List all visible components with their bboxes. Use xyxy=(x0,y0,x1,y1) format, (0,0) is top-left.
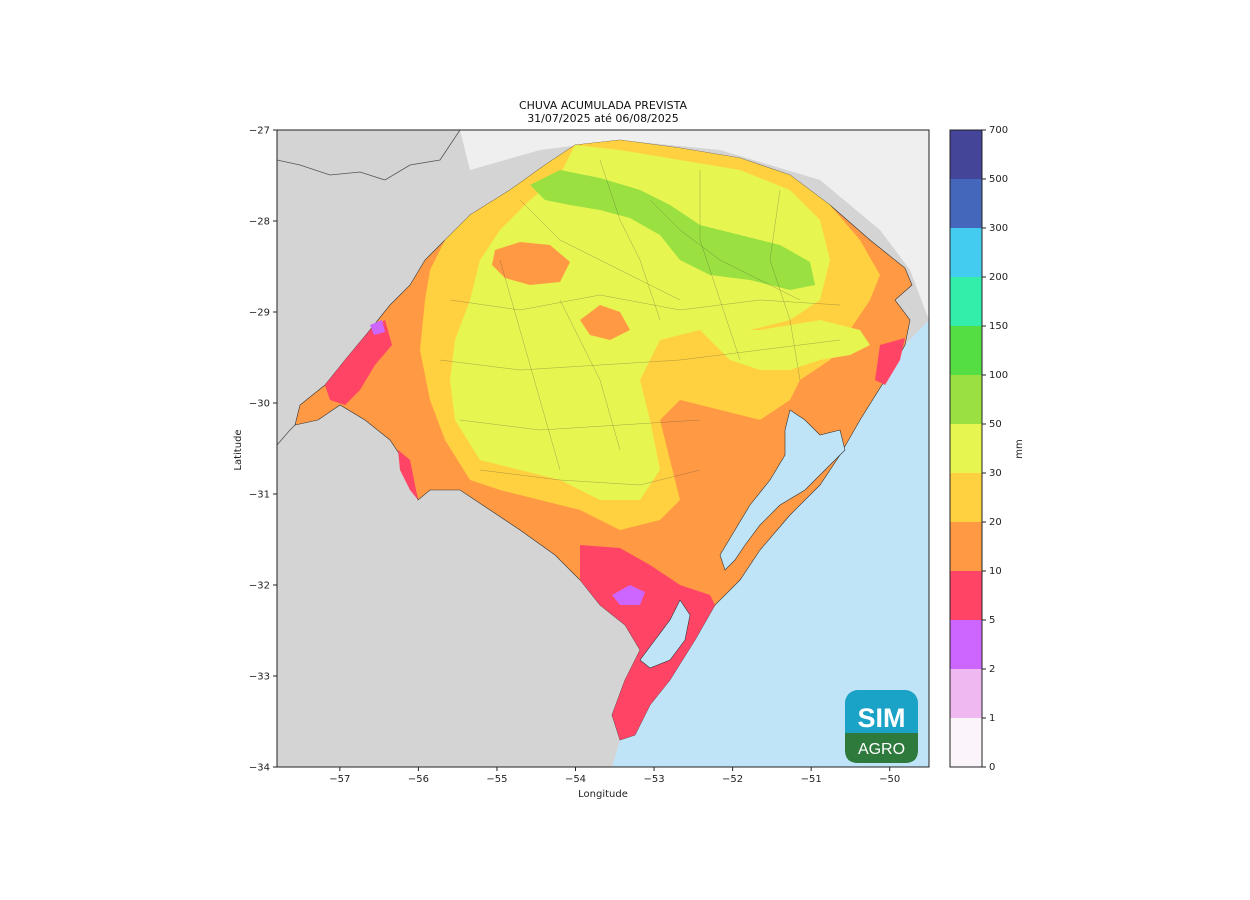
y-tick-label: −32 xyxy=(249,581,270,592)
colorbar-tick-label: 5 xyxy=(989,615,995,626)
x-axis-label: Longitude xyxy=(578,789,628,800)
zone-30-50-east xyxy=(700,320,870,370)
colorbar-tick-label: 500 xyxy=(989,174,1008,185)
border-line xyxy=(277,130,461,181)
zone-2-5-b xyxy=(370,320,385,335)
colorbar-tick-label: 50 xyxy=(989,419,1002,430)
map-title: CHUVA ACUMULADA PREVISTA xyxy=(518,99,688,112)
colorbar-segment xyxy=(950,130,982,179)
colorbar-tick-label: 150 xyxy=(989,321,1008,332)
zone-5-10-east xyxy=(875,338,905,385)
zone-5-10-south xyxy=(580,545,715,740)
y-tick-label: −29 xyxy=(249,308,270,319)
y-axis: −27 −28 −29 −30 −31 −32 −33 −34 xyxy=(249,126,277,774)
logo-badge-bottom xyxy=(845,733,918,763)
santa-catarina-land xyxy=(460,130,929,320)
zone-10-20-central xyxy=(580,305,630,340)
colorbar-segment xyxy=(950,473,982,522)
x-tick-label: −57 xyxy=(329,774,350,785)
y-tick-label: −31 xyxy=(249,490,270,501)
colorbar-segment xyxy=(950,375,982,424)
colorbar-segment xyxy=(950,571,982,620)
zone-5-10-west xyxy=(325,320,392,405)
x-tick-label: −56 xyxy=(408,774,429,785)
x-tick-label: −52 xyxy=(722,774,743,785)
x-axis: −57 −56 −55 −54 −53 −52 −51 −50 xyxy=(329,767,900,785)
zone-2-5-a xyxy=(612,585,645,605)
colorbar-frame xyxy=(949,129,983,768)
colorbar-tick-label: 2 xyxy=(989,664,995,675)
colorbar-tick-label: 300 xyxy=(989,223,1008,234)
colorbar-segment xyxy=(950,669,982,718)
colorbar-tick-label: 0 xyxy=(989,762,995,773)
x-tick-label: −54 xyxy=(565,774,586,785)
y-tick-label: −30 xyxy=(249,399,270,410)
zone-50-100 xyxy=(530,170,815,290)
x-tick-label: −53 xyxy=(644,774,665,785)
colorbar-tick-label: 30 xyxy=(989,468,1002,479)
zone-5-10-west2 xyxy=(398,450,418,500)
zone-10-20-east xyxy=(680,400,790,452)
colorbar-tick-label: 1 xyxy=(989,713,995,724)
y-tick-label: −27 xyxy=(249,126,270,137)
ocean xyxy=(612,320,929,767)
x-tick-label: −51 xyxy=(801,774,822,785)
colorbar-unit: mm xyxy=(1014,439,1025,458)
colorbar-segment xyxy=(950,179,982,228)
sim-agro-logo: SIM AGRO xyxy=(845,690,918,763)
colorbar-tick-label: 10 xyxy=(989,566,1002,577)
colorbar-segment xyxy=(950,228,982,277)
colorbar-ticks: 0 1 2 5 10 20 30 50 100 150 200 300 500 700 xyxy=(982,125,1008,773)
colorbar-tick-label: 20 xyxy=(989,517,1002,528)
plot-frame xyxy=(276,129,930,768)
y-tick-label: −34 xyxy=(249,763,270,774)
logo-sim-text: SIM xyxy=(857,703,905,733)
x-tick-label: −55 xyxy=(486,774,507,785)
municipal-boundaries xyxy=(439,159,841,486)
colorbar-segment xyxy=(950,277,982,326)
colorbar-tick-label: 700 xyxy=(989,125,1008,136)
logo-agro-text: AGRO xyxy=(858,741,905,758)
colorbar-tick-label: 200 xyxy=(989,272,1008,283)
lagoa-dos-patos xyxy=(719,409,846,571)
y-tick-label: −33 xyxy=(249,672,270,683)
y-axis-label: Latitude xyxy=(233,429,244,470)
colorbar-segment xyxy=(950,718,982,767)
colorbar xyxy=(949,129,983,768)
map-subtitle: 31/07/2025 até 06/08/2025 xyxy=(527,112,679,125)
colorbar-segment xyxy=(950,522,982,571)
colorbar-tick-label: 100 xyxy=(989,370,1008,381)
map-area xyxy=(277,130,929,767)
colorbar-segment xyxy=(950,326,982,375)
y-tick-label: −28 xyxy=(249,217,270,228)
zone-10-20-north xyxy=(492,242,570,285)
colorbar-segment xyxy=(950,424,982,473)
lagoa-mirim xyxy=(639,599,691,669)
x-tick-label: −50 xyxy=(879,774,900,785)
colorbar-segment xyxy=(950,620,982,669)
